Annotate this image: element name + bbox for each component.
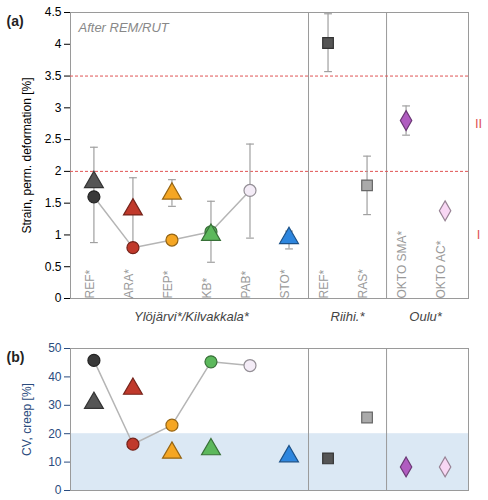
svg-text:PAB*: PAB* (239, 270, 253, 298)
svg-text:20: 20 (48, 427, 62, 441)
svg-text:Oulu*: Oulu* (409, 309, 442, 324)
svg-text:4.5: 4.5 (45, 5, 62, 19)
svg-text:After REM/RUT: After REM/RUT (78, 20, 170, 35)
svg-text:OKTO SMA*: OKTO SMA* (395, 230, 409, 298)
svg-text:REF*: REF* (83, 270, 97, 299)
svg-text:50: 50 (48, 341, 62, 355)
svg-text:(b): (b) (7, 349, 25, 365)
svg-text:STO*: STO* (278, 269, 292, 298)
svg-text:30: 30 (48, 398, 62, 412)
svg-text:REF*: REF* (317, 270, 331, 299)
svg-text:I: I (477, 227, 481, 242)
svg-text:II: II (475, 116, 482, 131)
svg-text:CV, creep [%]: CV, creep [%] (20, 383, 34, 456)
svg-text:Ylöjärvi*/Kilvakkala*: Ylöjärvi*/Kilvakkala* (134, 309, 250, 324)
svg-text:0: 0 (55, 291, 62, 305)
svg-text:3.5: 3.5 (45, 69, 62, 83)
svg-text:40: 40 (48, 370, 62, 384)
svg-text:2.5: 2.5 (45, 132, 62, 146)
svg-text:KB*: KB* (200, 277, 214, 298)
svg-text:4: 4 (55, 37, 62, 51)
svg-text:2: 2 (55, 164, 62, 178)
svg-text:OKTO AC*: OKTO AC* (434, 240, 448, 298)
svg-text:Riihi.*: Riihi.* (331, 309, 366, 324)
svg-text:10: 10 (48, 455, 62, 469)
svg-text:1.5: 1.5 (45, 196, 62, 210)
svg-text:(a): (a) (7, 13, 24, 29)
svg-text:0.5: 0.5 (45, 260, 62, 274)
svg-text:1: 1 (55, 228, 62, 242)
svg-text:Strain, perm. deformation [%]: Strain, perm. deformation [%] (20, 77, 34, 233)
svg-text:0: 0 (55, 483, 62, 497)
svg-text:3: 3 (55, 101, 62, 115)
svg-text:FEP*: FEP* (161, 270, 175, 298)
svg-text:ARA*: ARA* (122, 269, 136, 299)
svg-text:RAS*: RAS* (356, 269, 370, 299)
